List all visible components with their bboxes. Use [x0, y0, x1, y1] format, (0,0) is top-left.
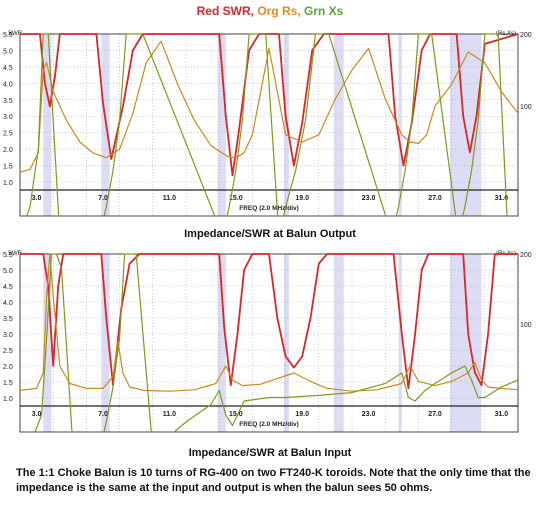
y-tick-left-1: 1.5	[3, 164, 13, 171]
y-tick-left-1: 1.5	[3, 380, 13, 387]
y-tick-left-6: 4.0	[3, 81, 13, 88]
y-tick-left-4: 3.0	[3, 114, 13, 121]
y-tick-left-9: 5.5	[3, 32, 13, 39]
ham-band-4	[333, 254, 344, 432]
ham-band-0	[43, 34, 52, 216]
series-line-0	[20, 253, 518, 390]
ham-band-5	[398, 34, 402, 216]
x-tick-6: 27.0	[428, 195, 442, 202]
y-tick-left-2: 2.0	[3, 364, 13, 371]
y-axis-label-left: SWR	[8, 31, 23, 37]
y-tick-left-3: 2.5	[3, 348, 13, 355]
x-tick-5: 23.0	[362, 411, 376, 418]
ham-band-1	[101, 254, 110, 432]
series-group	[20, 253, 518, 432]
x-tick-5: 23.0	[362, 195, 376, 202]
y-tick-right-1: 100	[520, 322, 532, 329]
x-tick-3: 15.0	[229, 411, 243, 418]
y-tick-right-1: 100	[520, 104, 532, 111]
series-line-2	[26, 33, 508, 216]
x-tick-7: 31.0	[495, 411, 509, 418]
ham-band-5	[398, 254, 402, 432]
ham-band-3	[283, 254, 289, 432]
series-line-0	[20, 33, 518, 177]
x-tick-0: 3.0	[32, 195, 42, 202]
chart-title-input: Impedance/SWR at Balun Input	[188, 447, 352, 459]
y-tick-left-5: 3.5	[3, 98, 13, 105]
x-axis-label: FREQ (2.0 MHz/div)	[239, 205, 299, 212]
y-tick-left-0: 1.0	[3, 396, 13, 403]
ham-band-2	[217, 34, 226, 216]
legend-org-rs: Org Rs,	[257, 4, 301, 18]
y-axis-label-left: SWR	[8, 251, 23, 257]
y-tick-left-3: 2.5	[3, 131, 13, 138]
y-tick-left-0: 1.0	[3, 180, 13, 187]
ham-band-0	[43, 254, 52, 432]
x-tick-3: 15.0	[229, 195, 243, 202]
footnote: The 1:1 Choke Balun is 10 turns of RG-40…	[16, 467, 531, 494]
chart-title-output: Impedance/SWR at Balun Output	[184, 228, 356, 240]
y-tick-left-4: 3.0	[3, 332, 13, 339]
x-tick-4: 19.0	[295, 195, 309, 202]
series-group	[20, 33, 518, 216]
y-tick-left-9: 5.5	[3, 252, 13, 259]
legend-red-swr: Red SWR,	[196, 4, 254, 18]
y-axis-label-right: (Rs,Xs)	[496, 31, 516, 37]
ham-band-2	[217, 254, 226, 432]
y-tick-right-0: 200	[520, 32, 532, 39]
x-tick-1: 7.0	[98, 411, 108, 418]
y-tick-left-8: 5.0	[3, 268, 13, 275]
x-tick-6: 27.0	[428, 411, 442, 418]
x-axis-label: FREQ (2.0 MHz/div)	[239, 421, 299, 428]
x-tick-4: 19.0	[295, 411, 309, 418]
series-line-2	[34, 253, 518, 432]
y-tick-left-8: 5.0	[3, 48, 13, 55]
ham-band-4	[333, 34, 344, 216]
legend-grn-xs: Grn Xs	[304, 4, 344, 18]
y-tick-left-6: 4.0	[3, 300, 13, 307]
y-tick-left-5: 3.5	[3, 316, 13, 323]
y-tick-left-7: 4.5	[3, 284, 13, 291]
x-tick-7: 31.0	[495, 195, 509, 202]
y-tick-left-7: 4.5	[3, 65, 13, 72]
x-tick-0: 3.0	[32, 411, 42, 418]
series-line-1	[20, 40, 518, 173]
y-tick-right-0: 200	[520, 252, 532, 259]
x-tick-2: 11.0	[163, 195, 176, 202]
x-tick-1: 7.0	[98, 195, 108, 202]
x-tick-2: 11.0	[163, 411, 176, 418]
legend-title: Red SWR, Org Rs, Grn Xs	[0, 4, 540, 18]
series-line-1	[20, 253, 518, 392]
y-tick-left-2: 2.0	[3, 147, 13, 154]
plot-frame	[19, 253, 519, 433]
